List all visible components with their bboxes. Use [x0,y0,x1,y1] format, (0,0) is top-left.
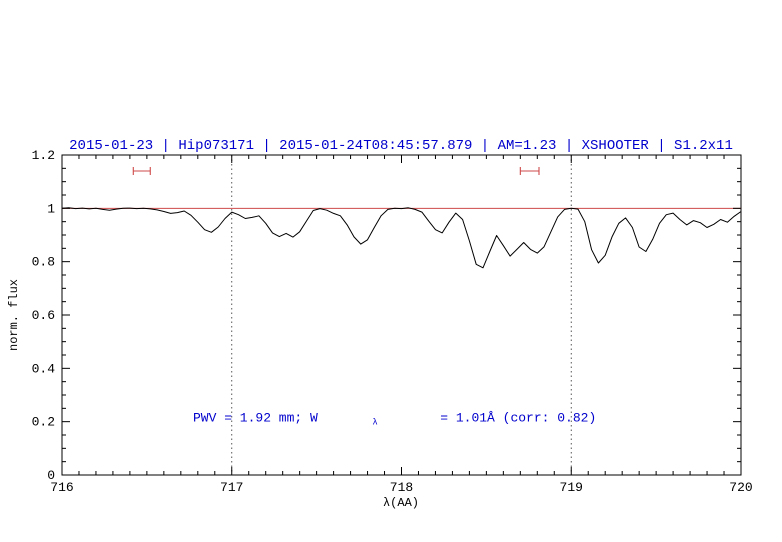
x-tick-label: 716 [50,480,73,495]
y-tick-label: 0 [47,468,55,483]
pwv-annotation-sub: λ [372,418,377,428]
x-axis-label: λ(AA) [383,496,419,510]
x-tick-label: 719 [560,480,583,495]
y-tick-label: 0.2 [32,415,55,430]
range-markers [132,167,540,175]
dotted-vlines [231,155,572,475]
x-tick-label: 718 [390,480,413,495]
y-tick-label: 0.6 [32,308,55,323]
pwv-annotation: PWV = 1.92 mm; W λ = 1.01Å (corr: 0.82) [138,411,635,429]
plot-title: 2015-01-23 | Hip073171 | 2015-01-24T08:4… [69,138,733,154]
y-axis-label: norm. flux [7,279,21,351]
y-tick-label: 0.8 [32,255,55,270]
y-tick-label: 1.2 [32,148,55,163]
x-tick-label: 717 [220,480,243,495]
spectrum-line [61,207,742,269]
y-tick-label: 1 [47,201,55,216]
pwv-annotation-prefix: PWV = 1.92 mm; W [193,411,318,426]
axis-ticks: 716 717 718 719 720 0 0.2 0.4 0.6 0.8 1 1.2 [32,148,753,495]
x-tick-label: 720 [729,480,752,495]
pwv-annotation-suffix: = 1.01Å (corr: 0.82) [432,411,596,426]
y-tick-label: 0.4 [32,361,56,376]
